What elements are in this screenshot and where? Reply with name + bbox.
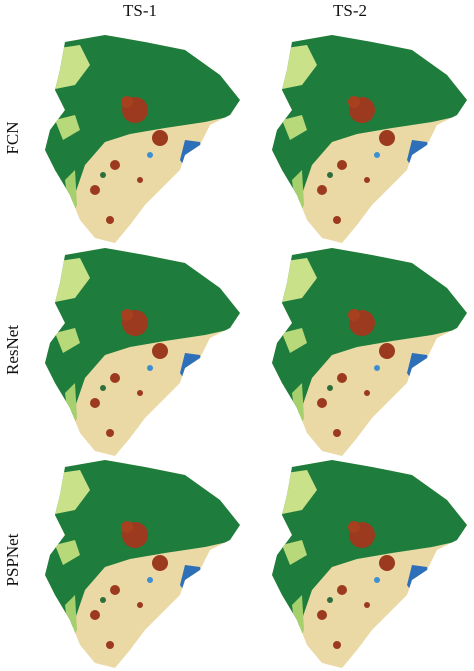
row-label: PSPNet [3,533,22,586]
map-image [35,30,250,250]
map-image [262,455,474,671]
map-image [35,455,250,671]
column-label: TS-1 [123,1,157,20]
row-label: FCN [3,121,22,154]
row-label: ResNet [3,325,22,375]
column-label: TS-2 [333,1,367,20]
map-image [35,243,250,463]
map-image [262,30,474,250]
map-image [262,243,474,463]
